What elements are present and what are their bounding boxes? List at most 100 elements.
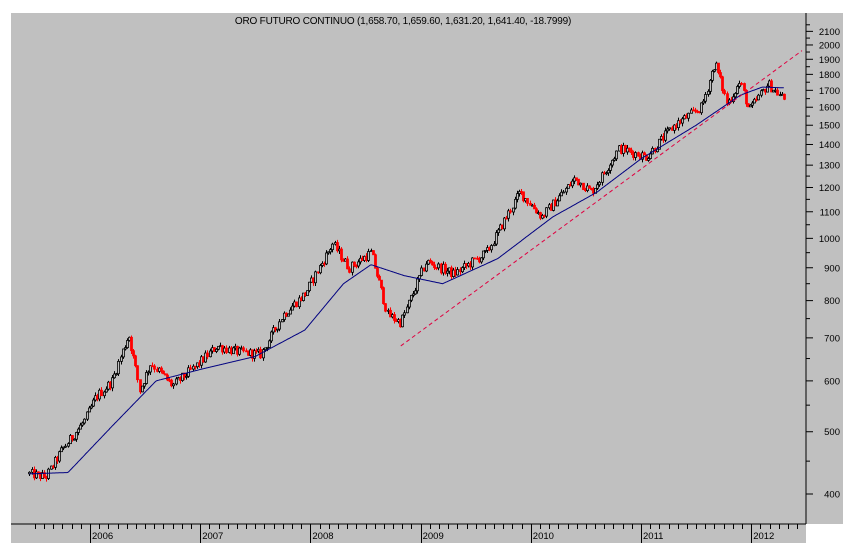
x-tick-label: 2009: [423, 531, 444, 542]
price-bar-body: [740, 83, 743, 85]
price-bar-body: [776, 89, 779, 96]
price-bar-body: [43, 472, 46, 478]
price-bar-body: [717, 62, 720, 73]
price-bar-body: [753, 98, 756, 104]
price-bar-body: [558, 195, 561, 202]
price-bar-body: [456, 269, 459, 276]
price-bar-body: [172, 383, 175, 387]
price-bar-body: [637, 152, 640, 157]
price-bar-body: [103, 391, 106, 397]
price-bar-body: [482, 250, 485, 259]
price-bar-body: [598, 181, 601, 186]
price-bar-body: [60, 447, 63, 453]
y-tick-label: 1600: [819, 103, 840, 114]
price-bar-body: [497, 229, 500, 234]
price-bar-body: [605, 172, 608, 175]
price-bar-body: [314, 271, 317, 284]
price-bar-body: [189, 367, 192, 370]
price-bar-body: [351, 261, 354, 273]
price-bar-body: [113, 373, 116, 379]
price-bar-body: [700, 102, 703, 114]
y-tick-label: 1700: [819, 86, 840, 97]
y-tick-label: 2100: [819, 27, 840, 38]
price-bar-body: [658, 138, 661, 150]
price-bar-body: [711, 70, 714, 81]
price-bar-body: [141, 385, 144, 393]
price-bar-body: [446, 270, 449, 274]
price-bar-body: [122, 348, 125, 358]
price-bar-body: [677, 120, 680, 128]
price-bar-body: [437, 263, 440, 269]
price-bar-body: [115, 373, 118, 376]
price-bar-body: [516, 193, 519, 200]
price-bar-body: [382, 287, 385, 305]
price-bar-body: [611, 159, 614, 166]
price-bar-body: [132, 350, 135, 357]
price-bar-body: [319, 265, 322, 274]
y-tick-label: 1900: [819, 55, 840, 66]
price-bar-body: [253, 350, 256, 359]
price-bar-body: [353, 261, 356, 267]
y-tick-label: 700: [824, 333, 840, 344]
price-bar-body: [666, 128, 669, 132]
y-tick-label: 1100: [820, 207, 840, 218]
price-bar-body: [120, 356, 123, 362]
price-bar-body: [136, 365, 139, 381]
price-bar-body: [751, 102, 754, 106]
price-bar-body: [268, 340, 271, 348]
price-bar-body: [760, 90, 763, 96]
price-bar-body: [295, 301, 298, 308]
price-bar-body: [406, 306, 409, 314]
price-bar-body: [105, 388, 108, 393]
price-bar-body: [628, 147, 631, 151]
price-bar-body: [306, 290, 309, 296]
price-bar-body: [90, 405, 93, 409]
price-bar-body: [100, 389, 103, 397]
price-bar-body: [707, 90, 710, 95]
price-bar-body: [88, 407, 91, 413]
price-bar-body: [596, 184, 599, 189]
price-bar-body: [238, 347, 241, 355]
price-bar-body: [522, 191, 525, 202]
price-bar-body: [615, 150, 618, 160]
price-bar-body: [723, 90, 726, 95]
price-bar-body: [414, 290, 417, 295]
price-bar-body: [490, 245, 493, 251]
x-tick-label: 2010: [533, 531, 554, 542]
trend-line: [400, 50, 803, 347]
price-bar-body: [609, 164, 612, 171]
price-bar-body: [719, 72, 722, 78]
price-bar-body: [588, 185, 591, 189]
price-bar-body: [380, 279, 383, 289]
price-bar-body: [690, 109, 693, 114]
price-bar-body: [562, 191, 565, 194]
price-bar-body: [124, 347, 127, 350]
price-bar-body: [86, 411, 89, 420]
price-bar-body: [372, 250, 375, 256]
price-bar-body: [389, 309, 392, 318]
price-bar-body: [308, 281, 311, 292]
price-bar-body: [262, 349, 265, 359]
price-bar-body: [582, 182, 585, 191]
price-bar-body: [687, 112, 690, 119]
price-bar-body: [613, 158, 616, 161]
price-bar-body: [376, 267, 379, 277]
price-bar-body: [348, 268, 351, 273]
price-bar-body: [749, 104, 752, 108]
price-bar-body: [192, 365, 195, 370]
price-bar-body: [403, 312, 406, 316]
price-bar-body: [533, 204, 536, 210]
price-bar-body: [384, 303, 387, 312]
price-bar-body: [770, 80, 773, 93]
price-bar-body: [431, 261, 434, 266]
price-bar-body: [64, 445, 67, 448]
price-bar-body: [556, 200, 559, 207]
y-tick-label: 400: [824, 490, 840, 501]
price-bar-body: [425, 263, 428, 272]
x-tick-label: 2007: [202, 531, 223, 542]
price-bar-body: [162, 370, 165, 375]
price-bar-body: [276, 328, 279, 331]
price-bar-body: [92, 399, 95, 407]
price-bar-body: [420, 267, 423, 276]
price-bar-body: [134, 355, 137, 367]
